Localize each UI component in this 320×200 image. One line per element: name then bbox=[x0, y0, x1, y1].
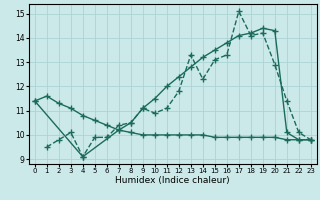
X-axis label: Humidex (Indice chaleur): Humidex (Indice chaleur) bbox=[116, 176, 230, 185]
